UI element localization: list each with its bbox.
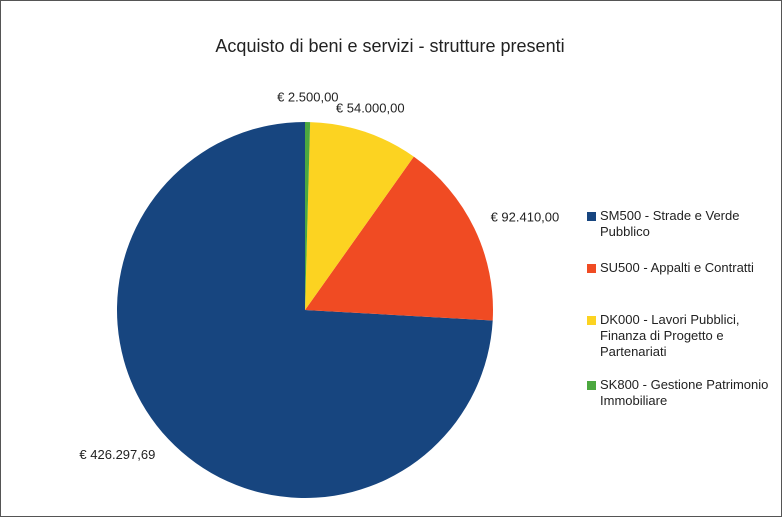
- data-label: € 426.297,69: [79, 447, 155, 462]
- data-label: € 54.000,00: [336, 100, 405, 115]
- legend-label: SK800 - Gestione Patrimonio Immobiliare: [600, 377, 769, 408]
- pie-slice: [305, 122, 311, 310]
- data-label: € 2.500,00: [277, 89, 338, 104]
- data-label: € 92.410,00: [491, 209, 560, 224]
- pie-slice: [305, 156, 493, 321]
- legend-label: DK000 - Lavori Pubblici, Finanza di Prog…: [600, 312, 740, 359]
- pie-slice: [305, 122, 414, 310]
- legend-label: SU500 - Appalti e Contratti: [600, 260, 754, 275]
- chart-title: Acquisto di beni e servizi - strutture p…: [215, 36, 564, 56]
- legend-swatch: [587, 264, 596, 273]
- pie-slice: [117, 122, 493, 498]
- legend-swatch: [587, 316, 596, 325]
- legend-swatch: [587, 212, 596, 221]
- legend-swatch: [587, 381, 596, 390]
- legend-label: SM500 - Strade e Verde Pubblico: [600, 208, 740, 239]
